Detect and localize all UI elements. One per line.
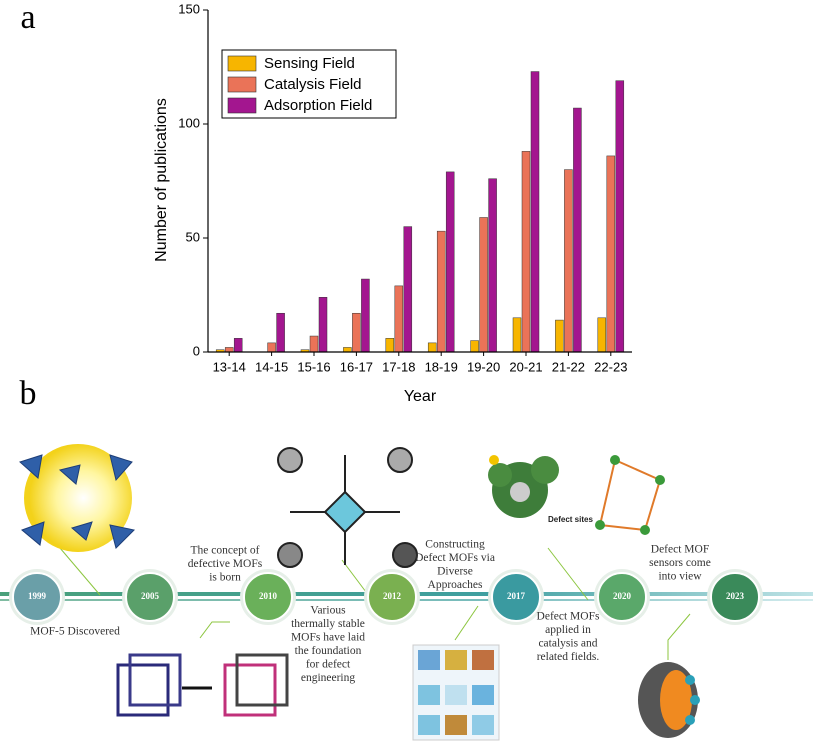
timeline-node [597,572,647,622]
approaches-image [412,644,500,741]
timeline: Defect sites [0,444,813,741]
bar [233,338,243,353]
year-label: 2012 [383,591,402,601]
bar [385,338,395,353]
x-tick-label: 22-23 [594,359,627,374]
timeline-caption: engineering [301,672,356,684]
legend-swatch [227,55,257,72]
y-tick-label: 100 [178,115,200,130]
legend-swatch [227,76,257,93]
x-tick-label: 21-22 [552,359,585,374]
y-tick-label: 50 [186,229,200,244]
timeline-caption: the foundation [295,645,362,657]
timeline-node [243,572,293,622]
x-tick-label: 16-17 [340,359,373,374]
bar [615,80,625,353]
timeline-caption: sensors come [649,557,711,569]
x-tick-label: 19-20 [467,359,500,374]
legend-label: Catalysis Field [264,76,362,93]
timeline-caption: into view [658,571,702,583]
x-tick-label: 18-19 [425,359,458,374]
bar [479,217,488,353]
bar [564,169,573,353]
cube-image [116,653,289,717]
bar [512,317,522,353]
timeline-node [367,572,417,622]
legend-swatch [227,97,257,114]
year-label: 2023 [726,591,745,601]
timeline-caption: The concept of [191,545,260,557]
panel-label: b [20,375,37,412]
bar [394,285,404,353]
molecule-image [277,447,418,568]
year-label: 1999 [28,591,47,601]
timeline-caption: catalysis and [538,638,597,650]
year-label: 2017 [507,591,526,601]
legend-label: Adsorption Field [264,97,372,114]
bar [573,107,582,353]
timeline-caption: MOF-5 Discovered [30,626,120,638]
bar [606,155,616,353]
bar [403,226,413,353]
timeline-caption: Constructing [425,539,485,551]
bar [427,342,437,353]
mof5-image [19,444,136,552]
timeline-caption: MOFs have laid [291,632,365,644]
sensor-image [638,662,700,738]
timeline-node [710,572,760,622]
bar [530,71,540,353]
x-axis-label: Year [404,388,437,405]
timeline-caption: Approaches [428,579,483,591]
x-tick-label: 14-15 [255,359,288,374]
year-label: 2010 [259,591,278,601]
timeline-caption: for defect [306,659,351,671]
timeline-caption: Defect MOF [651,544,709,556]
timeline-caption: Diverse [437,566,473,578]
timeline-caption: thermally stable [291,618,365,630]
bar [276,312,285,353]
bar [488,178,497,353]
timeline-node [12,572,62,622]
timeline-node [125,572,175,622]
cluster-image: Defect sites [488,455,665,535]
bar [267,342,276,353]
y-tick-label: 0 [193,343,200,358]
bar [309,335,319,353]
x-tick-label: 17-18 [382,359,415,374]
bar [445,171,455,353]
year-label: 2020 [613,591,632,601]
bar [224,347,234,353]
legend-label: Sensing Field [264,55,355,72]
year-label: 2005 [141,591,160,601]
bar [521,151,531,353]
timeline-caption: applied in [545,624,591,636]
image-label: Defect sites [548,515,593,524]
timeline-node [491,572,541,622]
bar [318,297,328,353]
bar [436,230,446,353]
bar [555,319,564,353]
connectors [59,547,691,660]
x-tick-label: 13-14 [213,359,246,374]
timeline-caption: Defect MOFs [537,611,600,623]
bar [343,347,352,353]
timeline-caption: related fields. [537,651,600,663]
bar [352,312,361,353]
bar [470,340,479,353]
timeline-caption: defective MOFs [188,558,263,570]
x-tick-label: 20-21 [509,359,542,374]
bar [597,317,607,353]
timeline-caption: Defect MOFs via [415,552,495,564]
timeline-caption: is born [209,572,241,584]
panel-label: a [20,0,35,36]
y-axis-label: Number of publications [153,98,170,262]
y-tick-label: 150 [178,1,200,16]
timeline-caption: Various [310,605,346,617]
x-tick-label: 15-16 [297,359,330,374]
bar [361,278,370,353]
